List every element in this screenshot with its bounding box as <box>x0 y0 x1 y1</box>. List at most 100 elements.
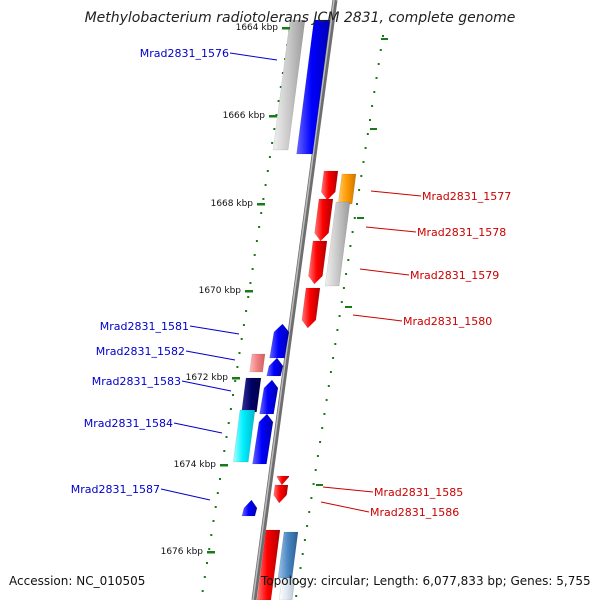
guide-dot-right <box>353 217 356 219</box>
gene-mrad2831-1583 <box>259 379 279 415</box>
guide-dash <box>345 306 352 308</box>
gene-label[interactable]: Mrad2831_1586 <box>370 506 459 519</box>
gene-label[interactable]: Mrad2831_1578 <box>417 226 506 239</box>
guide-dot-right <box>351 231 354 233</box>
scale-tick-mark <box>207 551 215 554</box>
guide-dot-left <box>206 562 208 564</box>
guide-dot-left <box>240 338 243 340</box>
chromosome-backbone <box>251 0 338 601</box>
guide-dot-right <box>312 483 315 485</box>
gene-labels: Mrad2831_1576 Mrad2831_1581 Mrad2831_1582 M… <box>71 47 511 519</box>
gene-mrad2831-1578 <box>314 198 334 242</box>
gene-mrad2831-1577-homolog <box>337 173 357 205</box>
label-leader-line <box>189 325 240 335</box>
scale-tick-label: 1670 kbp <box>199 286 242 296</box>
guide-dot-right <box>373 91 376 93</box>
guide-dot-left <box>268 156 271 158</box>
guide-dot-right <box>323 413 326 415</box>
topology-text: Topology: circular; Length: 6,077,833 bp… <box>261 574 591 588</box>
accession-text: Accession: NC_010505 <box>9 574 146 588</box>
label-leader-line <box>370 190 422 197</box>
gene-mrad2831-1580 <box>301 287 321 329</box>
gene-mrad2831-1581 <box>269 323 290 359</box>
scale-tick-mark <box>257 203 265 206</box>
gene-mrad2831-1577 <box>321 170 339 201</box>
guide-dot-left <box>238 352 241 354</box>
guide-dot-left <box>255 240 258 242</box>
guide-dot-right <box>321 427 324 429</box>
guide-dot-left <box>212 520 215 522</box>
guide-dot-left <box>277 100 280 102</box>
scale-tick-mark <box>269 115 277 118</box>
guide-dot-right <box>342 287 345 289</box>
gene-label[interactable]: Mrad2831_1579 <box>410 269 499 282</box>
guide-dot-left <box>210 534 213 536</box>
gene-mrad2831-1585 <box>276 475 290 486</box>
gene-label[interactable]: Mrad2831_1582 <box>96 345 185 358</box>
guide-dash <box>381 38 388 40</box>
guide-dot-left <box>253 254 256 256</box>
scale-tick-label: 1664 kbp <box>236 23 279 33</box>
gene-bottom-steel <box>277 531 299 579</box>
gene-label[interactable]: Mrad2831_1581 <box>100 320 189 333</box>
guide-dot-left <box>251 268 254 270</box>
guide-dot-right <box>308 511 311 513</box>
scale-tick-label: 1674 kbp <box>174 460 217 470</box>
gene-mrad2831-1578-homolog <box>324 201 351 287</box>
guide-dot-right <box>349 245 352 247</box>
guide-dot-left <box>279 86 282 88</box>
guide-dot-left <box>234 380 237 382</box>
guide-dot-right <box>382 35 384 37</box>
guide-dot-right <box>334 343 337 345</box>
guide-dot-left <box>273 128 276 130</box>
gene-label[interactable]: Mrad2831_1577 <box>422 190 511 203</box>
guide-dash <box>316 484 323 486</box>
guide-dot-right <box>345 273 348 275</box>
gene-mrad2831-1582-homolog <box>249 353 266 373</box>
guide-dot-right <box>336 329 339 331</box>
gene-mrad2831-1583-homolog <box>241 377 262 413</box>
guide-dot-right <box>360 175 363 177</box>
guide-dot-left <box>236 366 239 368</box>
guide-dot-right <box>316 455 319 457</box>
guide-dot-right <box>375 77 378 79</box>
label-leader-line <box>229 52 278 61</box>
guide-dot-right <box>301 553 304 555</box>
gene-label[interactable]: Mrad2831_1580 <box>403 315 492 328</box>
guide-dot-right <box>327 385 330 387</box>
track-guide-dots <box>201 30 388 597</box>
gene-label[interactable]: Mrad2831_1583 <box>92 375 181 388</box>
guide-dot-right <box>377 63 380 65</box>
guide-dot-left <box>223 450 226 452</box>
gene-mrad2831-1586 <box>273 484 289 504</box>
guide-dot-right <box>369 119 371 121</box>
guide-dot-right <box>310 497 313 499</box>
guide-dot-left <box>262 198 265 200</box>
label-leader-line <box>359 268 410 276</box>
guide-dot-right <box>303 539 306 541</box>
guide-dot-right <box>371 105 374 107</box>
guide-dot-right <box>295 595 298 597</box>
label-leader-lines <box>160 52 422 513</box>
guide-dot-right <box>362 161 365 163</box>
guide-dot-right <box>379 49 382 51</box>
gene-mrad2831-1584-homolog <box>232 409 256 463</box>
gene-label[interactable]: Mrad2831_1587 <box>71 483 160 496</box>
gene-label[interactable]: Mrad2831_1584 <box>84 417 173 430</box>
gene-label[interactable]: Mrad2831_1585 <box>374 486 463 499</box>
gene-label[interactable]: Mrad2831_1576 <box>140 47 229 60</box>
guide-dot-right <box>364 147 367 149</box>
gene-mrad2831-1579 <box>308 240 328 285</box>
guide-dot-left <box>225 436 228 438</box>
guide-dot-right <box>366 133 369 135</box>
guide-dash <box>357 217 364 219</box>
label-leader-line <box>185 350 236 361</box>
guide-dot-left <box>203 576 206 578</box>
guide-dot-left <box>245 310 248 312</box>
scale-tick-label: 1676 kbp <box>161 547 204 557</box>
map-title: Methylobacterium radiotolerans JCM 2831,… <box>84 10 516 26</box>
guide-dot-left <box>229 408 232 410</box>
guide-dot-left <box>264 184 267 186</box>
